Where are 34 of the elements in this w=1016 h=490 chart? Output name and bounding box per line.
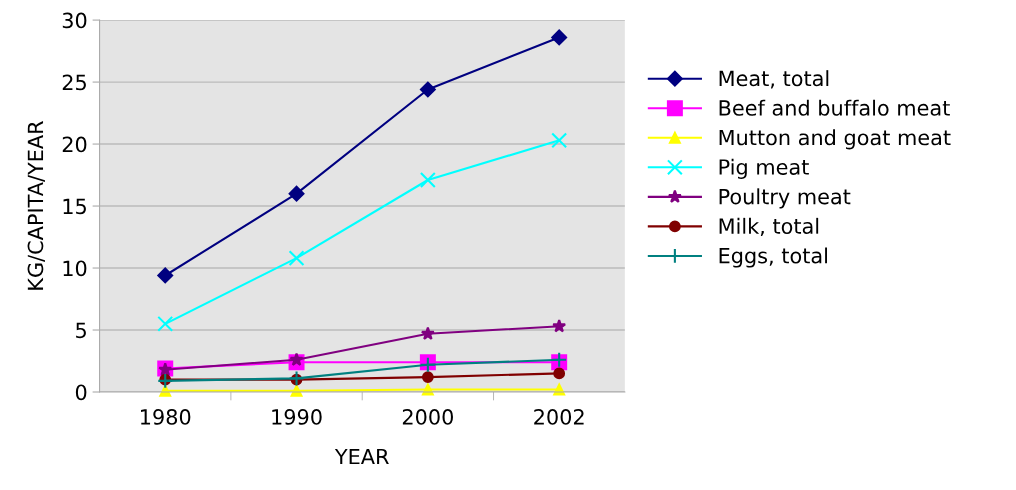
point (553, 367, 566, 380)
point (420, 326, 435, 340)
point (552, 319, 567, 333)
x-tick-label: 2002 (534, 409, 584, 425)
point (290, 384, 303, 397)
legend-label: Poultry meat (719, 188, 851, 209)
y-axis-title: KG/CAPITA/YEAR (27, 120, 45, 290)
point (289, 352, 304, 366)
legend-label: Milk, total (719, 217, 819, 237)
point (157, 267, 174, 284)
legend-label: Beef and buffalo meat (719, 99, 950, 116)
y-tick-label: 10 (63, 260, 87, 277)
x-tick-label: 1990 (272, 409, 322, 425)
point (551, 29, 568, 46)
y-tick-label: 15 (63, 198, 86, 215)
y-tick-label: 20 (62, 136, 87, 153)
point (419, 81, 436, 98)
x-tick-label: 1980 (141, 409, 191, 425)
y-tick-label: 5 (76, 322, 86, 339)
x-axis-title: YEAR (334, 448, 389, 465)
x-tick-label: 2000 (402, 409, 453, 425)
legend-label: Mutton and goat meat (719, 129, 951, 150)
legend-label: Eggs, total (719, 247, 827, 268)
point (419, 172, 436, 188)
y-tick-label: 30 (62, 12, 87, 29)
legend-label: Pig meat (719, 158, 809, 179)
point (157, 315, 174, 332)
point (551, 132, 568, 149)
y-tick-label: 0 (75, 384, 87, 401)
point (288, 250, 305, 267)
point (288, 185, 305, 202)
legend-label: Meat, total (719, 70, 829, 89)
y-tick-label: 25 (62, 74, 86, 91)
point (421, 371, 434, 384)
